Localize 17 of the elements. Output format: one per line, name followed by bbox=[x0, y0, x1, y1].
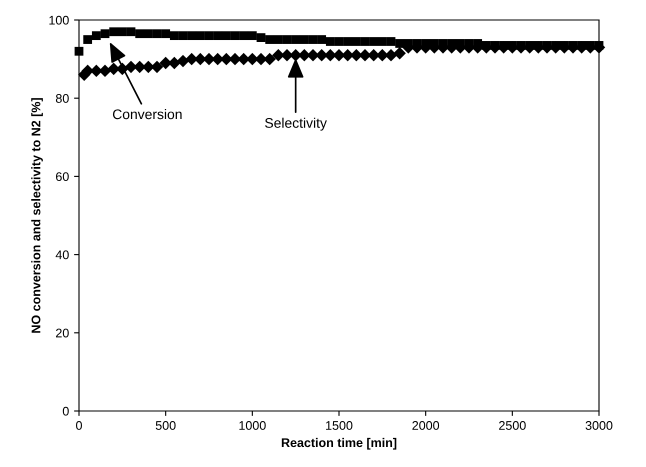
x-tick-label: 1000 bbox=[239, 421, 266, 430]
y-tick-label: 0 bbox=[62, 406, 69, 416]
y-tick-label: 60 bbox=[56, 172, 69, 182]
x-tick-label: 2500 bbox=[499, 421, 526, 430]
x-tick-label: 2000 bbox=[412, 421, 440, 430]
x-tick-label: 1500 bbox=[326, 421, 352, 430]
y-tick-label: 100 bbox=[49, 16, 69, 25]
y-tick-label: 40 bbox=[56, 250, 69, 260]
x-axis-title: Reaction time [min] bbox=[282, 438, 396, 450]
y-tick-label: 80 bbox=[56, 94, 69, 103]
y-tick-label: 20 bbox=[56, 328, 69, 338]
x-tick-label: 3000 bbox=[586, 421, 612, 430]
y-axis-title: NO conversion and selectivity to N2 [%] bbox=[31, 98, 43, 333]
x-tick-label: 500 bbox=[156, 421, 176, 430]
annotation: Selectivity bbox=[265, 118, 327, 131]
annotation: Conversion bbox=[112, 108, 182, 120]
x-tick-label: 0 bbox=[76, 421, 82, 430]
